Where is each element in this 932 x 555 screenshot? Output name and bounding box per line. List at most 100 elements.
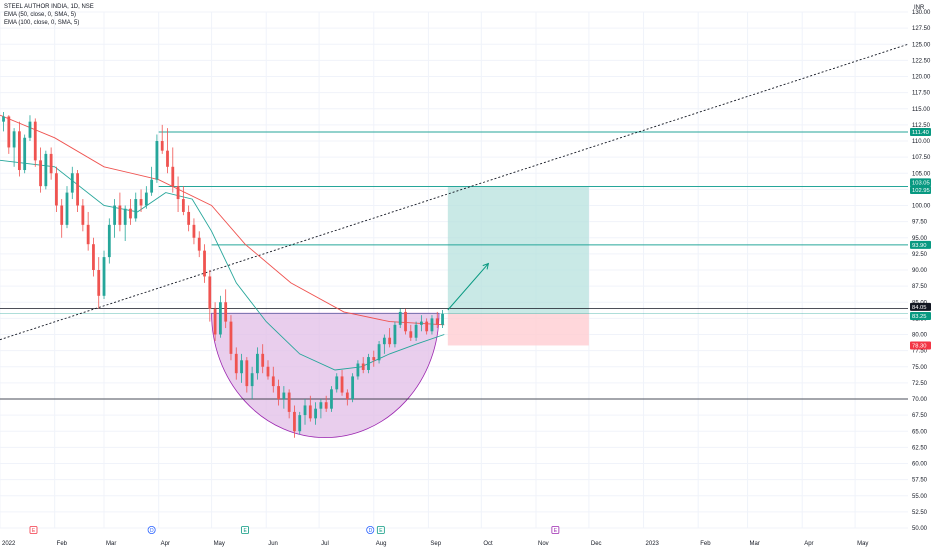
- price-axis[interactable]: 50.00 52.50 55.00 57.50 60.00 62.50 65.00 67.50…: [912, 10, 931, 532]
- candle-body: [351, 376, 355, 399]
- price-labels: 111.40 103.05 102.95 93.90 84.05 83.25 78.30: [910, 127, 931, 350]
- event-letter: E: [379, 528, 383, 534]
- position-zones: [447, 186, 589, 346]
- price-tick-label: 50.00: [912, 526, 928, 532]
- price-label: 111.40: [912, 130, 929, 136]
- price-label: 78.30: [912, 343, 927, 349]
- dividend-marker: [366, 526, 375, 535]
- price-label-bg: [910, 178, 931, 187]
- time-tick-label: Mar: [750, 541, 760, 547]
- price-tick-label: 115.00: [912, 107, 931, 113]
- loss-zone: [447, 313, 589, 346]
- price-label: 84.05: [912, 305, 927, 311]
- price-tick-label: 75.00: [912, 365, 928, 371]
- candle-body: [17, 131, 21, 171]
- time-tick-label: Jun: [268, 541, 278, 547]
- time-tick-label: Apr: [161, 541, 170, 547]
- candle-body: [240, 360, 243, 374]
- arrow-line: [447, 263, 489, 311]
- candle-body: [81, 205, 85, 225]
- time-tick-label: Aug: [376, 541, 387, 547]
- candle-body: [12, 131, 16, 148]
- time-tick-label: Feb: [57, 541, 68, 547]
- price-tick-label: 95.00: [912, 236, 928, 242]
- price-label: 93.90: [912, 243, 927, 249]
- candle-body: [55, 173, 58, 206]
- earnings-marker: [551, 526, 560, 534]
- candle-body: [192, 224, 196, 238]
- candle-body: [65, 192, 69, 225]
- profit-zone: [447, 186, 589, 314]
- candle-body: [234, 353, 238, 374]
- candle-body: [398, 311, 402, 325]
- time-tick-label: Sep: [430, 541, 441, 547]
- price-tick-label: 120.00: [912, 75, 931, 81]
- price-tick-label: 60.00: [912, 462, 928, 468]
- candle-body: [129, 208, 132, 219]
- candle-body: [139, 199, 143, 206]
- price-tick-label: 100.00: [912, 204, 931, 210]
- price-tick-label: 57.50: [912, 478, 928, 484]
- price-tick-label: 70.00: [912, 397, 928, 403]
- candle-body: [409, 331, 413, 338]
- price-tick-label: 110.00: [912, 139, 931, 145]
- time-tick-label: May: [214, 541, 225, 547]
- price-tick-label: 92.50: [912, 252, 928, 258]
- arrow-head: [482, 262, 490, 270]
- price-tick-label: 90.00: [912, 268, 928, 274]
- candle-body: [314, 408, 317, 419]
- currency-label: INR: [914, 5, 925, 11]
- legend: STEEL AUTHOR INDIA, 1D, NSE EMA (50, clo…: [4, 3, 94, 27]
- time-tick-label: Feb: [700, 541, 711, 547]
- candle-body: [2, 116, 5, 122]
- candle-body: [229, 321, 233, 354]
- event-marker[interactable]: E: [29, 526, 38, 535]
- event-marker[interactable]: D: [366, 526, 375, 535]
- price-label: 83.25: [912, 314, 927, 320]
- candle-body: [356, 363, 360, 377]
- price-label: 102.95: [912, 188, 930, 194]
- price-tick-label: 67.50: [912, 413, 928, 419]
- candle-body: [92, 244, 95, 270]
- candle-body: [414, 324, 418, 338]
- event-marker[interactable]: D: [147, 526, 156, 534]
- candle-body: [213, 308, 217, 335]
- price-tick-label: 77.50: [912, 349, 928, 355]
- event-letter: D: [150, 528, 154, 534]
- candle-body: [435, 318, 439, 325]
- price-tick-label: 125.00: [912, 42, 931, 48]
- cup-pattern: [211, 312, 440, 439]
- candle-body: [113, 205, 117, 225]
- candle-body: [298, 415, 302, 432]
- event-letter: E: [243, 528, 247, 534]
- time-axis[interactable]: 2022 Feb Mar Apr May Jun Jul Aug Sep Oct Nov Dec 202…: [2, 541, 868, 547]
- candle-body: [203, 250, 206, 277]
- candle-body: [250, 373, 254, 387]
- price-tick-label: 107.50: [912, 155, 931, 161]
- candle-body: [70, 173, 74, 193]
- candle-body: [372, 357, 376, 361]
- event-marker[interactable]: E: [241, 526, 249, 535]
- time-tick-label: May: [857, 541, 868, 547]
- candle-body: [197, 237, 201, 251]
- price-tick-label: 55.00: [912, 494, 928, 500]
- price-tick-label: 72.50: [912, 381, 928, 387]
- candle-body: [335, 376, 339, 390]
- event-marker[interactable]: E: [551, 526, 560, 535]
- candle-body: [60, 205, 64, 225]
- candle-body: [166, 150, 169, 167]
- legend-ema100: EMA (100, close, 0, SMA, 5): [4, 20, 80, 26]
- candle-body: [324, 402, 328, 409]
- candle-body: [102, 257, 106, 296]
- earnings-marker: [241, 526, 249, 534]
- candle-body: [144, 192, 148, 206]
- event-marker[interactable]: E: [376, 526, 385, 535]
- price-label-bg: [910, 341, 931, 350]
- candle-body: [7, 116, 11, 148]
- candle-body: [33, 121, 37, 161]
- candle-body: [28, 121, 32, 138]
- candle-body: [256, 353, 259, 374]
